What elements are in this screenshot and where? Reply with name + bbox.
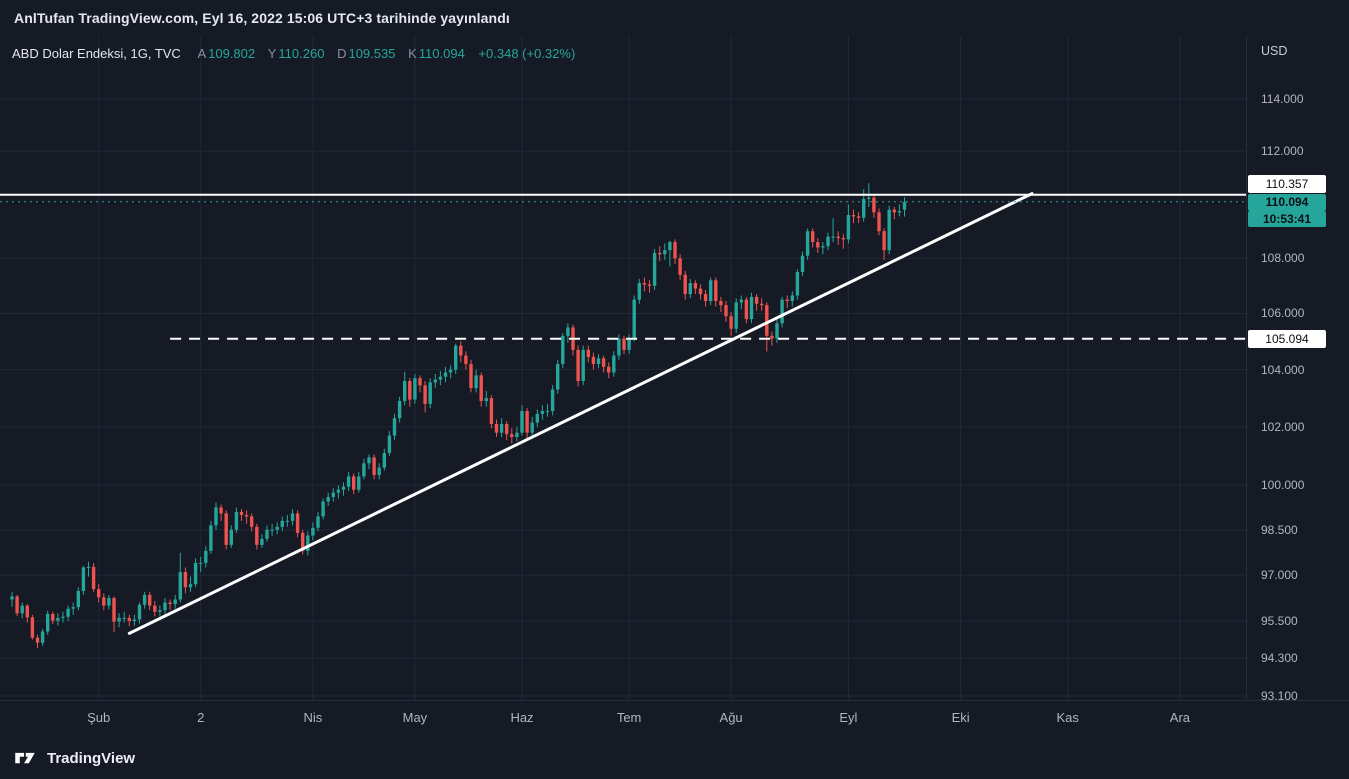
symbol-legend: ABD Dolar Endeksi, 1G, TVC A 109.802 Y 110… <box>12 46 575 61</box>
tradingview-logo-icon[interactable] <box>12 745 38 771</box>
time-axis[interactable]: Şub 2 Nis May Haz Tem Ağu Eyl Eki Kas Ara <box>0 701 1246 737</box>
tradingview-brand[interactable]: TradingView <box>47 749 136 767</box>
time-tick-label: Eki <box>951 710 970 725</box>
price-tick-label: 108.000 <box>1261 251 1305 266</box>
chart-plot-area[interactable]: ABD Dolar Endeksi, 1G, TVC A 109.802 Y 110… <box>0 36 1246 700</box>
countdown-label: 10:53:41 <box>1248 210 1326 227</box>
price-tick-label: 106.000 <box>1261 306 1305 321</box>
publish-byline: AnlTufan TradingView.com, Eyl 16, 2022 1… <box>14 10 510 26</box>
gridlines <box>0 36 1246 700</box>
high-label: Y <box>267 46 277 61</box>
time-tick-label: Ara <box>1169 710 1191 725</box>
axis-corner <box>1246 701 1349 737</box>
price-tick-label: 95.500 <box>1261 614 1298 628</box>
price-tick-label: 104.000 <box>1261 362 1305 377</box>
time-tick-label: 2 <box>197 710 205 725</box>
price-tick-label: 102.000 <box>1261 419 1305 434</box>
time-tick-label: Kas <box>1056 710 1079 725</box>
bottom-row: Şub 2 Nis May Haz Tem Ağu Eyl Eki Kas Ara <box>0 700 1349 737</box>
axis-currency-label: USD <box>1261 44 1288 58</box>
price-axis[interactable]: USD 110.357 110.094 10:53:41 105.094 114… <box>1246 36 1349 704</box>
candlestick-series <box>10 183 907 648</box>
last-price-label: 110.094 <box>1248 193 1326 211</box>
time-tick-label: Tem <box>616 710 642 725</box>
open-label: A <box>197 46 207 61</box>
close-value: 110.094 <box>418 46 465 61</box>
chart-row: ABD Dolar Endeksi, 1G, TVC A 109.802 Y 110… <box>0 36 1349 704</box>
time-tick-label: Nis <box>303 710 323 725</box>
low-value: 109.535 <box>348 46 396 61</box>
chart-plot-svg[interactable] <box>0 36 1246 700</box>
time-tick-label: Haz <box>510 710 534 725</box>
time-tick-label: Şub <box>87 710 111 725</box>
symbol-title: ABD Dolar Endeksi, 1G, TVC <box>12 46 181 61</box>
resistance-price-label: 110.357 <box>1248 174 1326 193</box>
price-tick-label: 93.100 <box>1261 689 1298 704</box>
high-value: 110.260 <box>278 46 325 61</box>
price-tick-label: 98.500 <box>1261 522 1298 537</box>
price-tick-label: 97.000 <box>1261 568 1298 583</box>
trend-line[interactable] <box>127 192 1034 635</box>
price-tick-label: 94.300 <box>1261 651 1298 666</box>
close-label: K <box>408 46 417 61</box>
open-value: 109.802 <box>208 46 256 61</box>
time-tick-label: Ağu <box>719 710 743 725</box>
price-tick-label: 114.000 <box>1261 92 1304 106</box>
low-label: D <box>337 46 347 61</box>
time-tick-label: May <box>402 710 428 725</box>
support-price-label: 105.094 <box>1248 329 1326 348</box>
price-tick-label: 100.000 <box>1261 478 1305 493</box>
footer: TradingView <box>0 737 1349 779</box>
price-tick-label: 112.000 <box>1261 144 1304 159</box>
change-value: +0.348 (+0.32%) <box>478 46 576 61</box>
publish-header: AnlTufan TradingView.com, Eyl 16, 2022 1… <box>0 0 1349 36</box>
time-tick-label: Eyl <box>839 710 858 725</box>
